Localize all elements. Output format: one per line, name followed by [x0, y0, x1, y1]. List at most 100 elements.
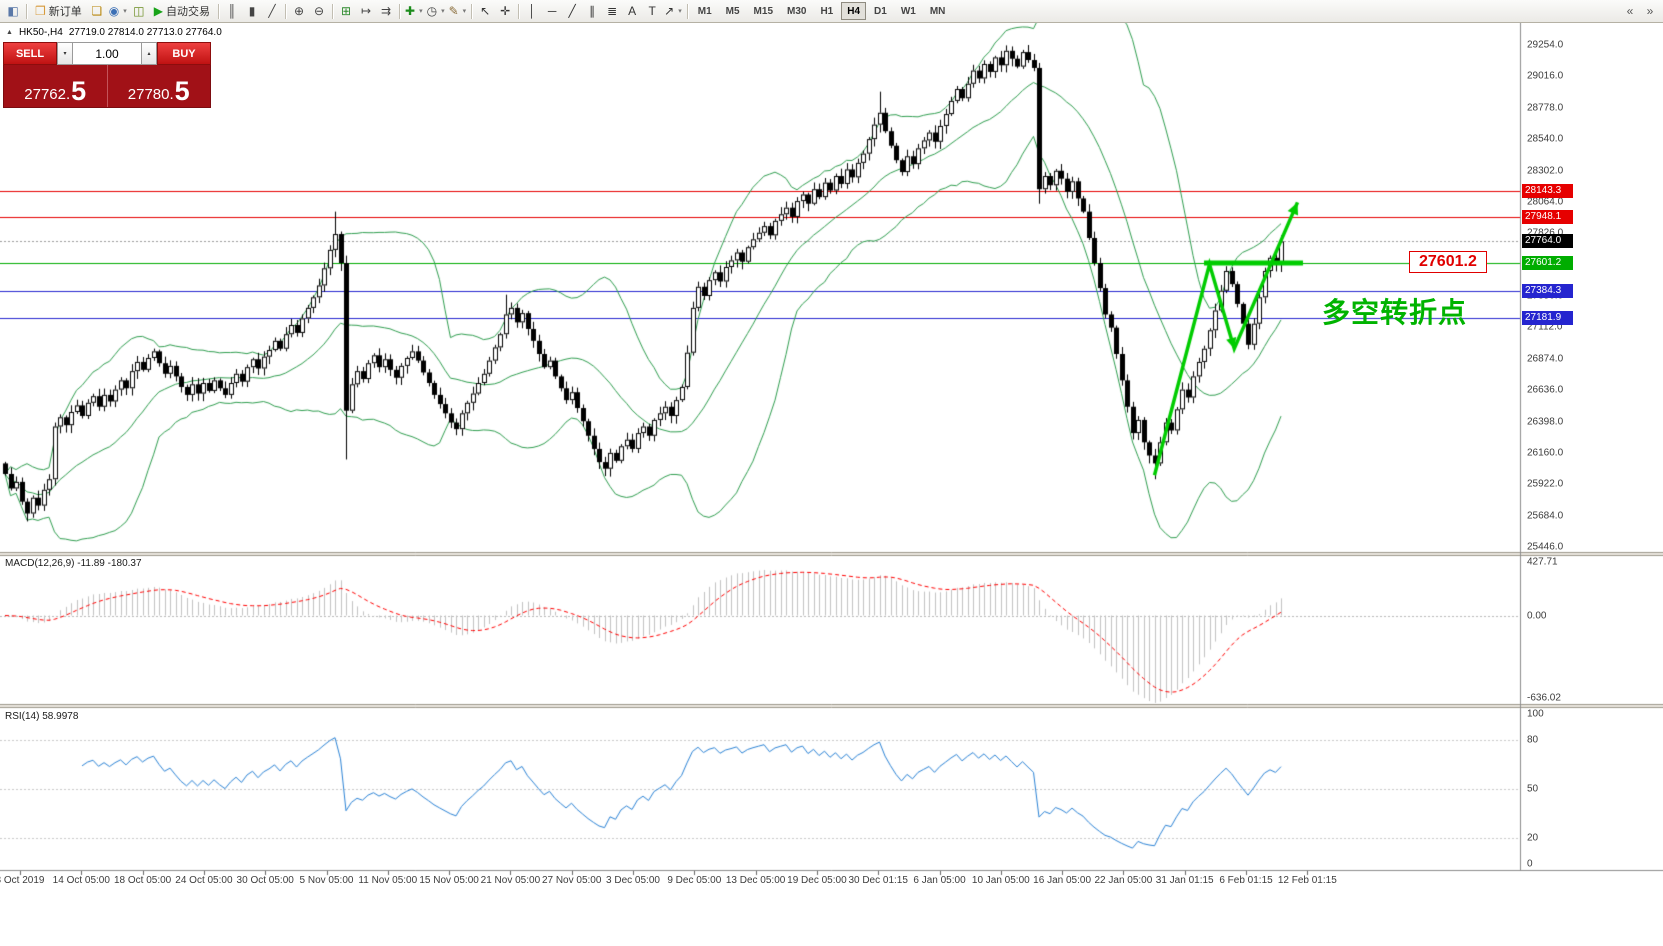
timeframe-h4-button[interactable]: H4 [841, 2, 867, 20]
main-toolbar: ◧ ❒ 新订单 ❏ ◉ ▾ ◫ ▶ 自动交易 ║ ▮ ╱ ⊕ ⊖ ⊞ ↦ ⇉ ✚ ▾ ◷ ▾ ✎ ▾ ↖ ✛ │ ─ ╱ ∥ ≣ A T ↗ ▾ M… [0, 0, 1663, 23]
time-axis-label: 15 Nov 05:00 [419, 875, 479, 886]
volume-input[interactable] [73, 42, 141, 65]
tile-windows-icon: ⊞ [340, 4, 352, 18]
horizontal-line-button[interactable]: ─ [542, 1, 562, 21]
cursor-button[interactable]: ↖ [475, 1, 495, 21]
price-line-badge: 28143.3 [1522, 184, 1573, 199]
toolbar-separator [399, 3, 400, 19]
bid-price-big-digit: 5 [71, 76, 87, 106]
timeframe-h1-button[interactable]: H1 [814, 2, 839, 20]
timeframe-d1-button[interactable]: D1 [868, 2, 893, 20]
new-order-icon: ❒ [35, 4, 46, 18]
ask-price[interactable]: 27780. 5 [108, 65, 211, 107]
profiles-button[interactable]: ◉ ▾ [107, 1, 129, 21]
time-axis-label: 18 Oct 05:00 [113, 875, 172, 886]
timeframe-m1-button[interactable]: M1 [692, 2, 718, 20]
price-level-text-label[interactable]: 27601.2 [1409, 251, 1487, 273]
zoom-out-icon: ⊖ [313, 4, 325, 18]
bid-ask-display: 27762. 5 27780. 5 [3, 65, 211, 108]
data-window-button[interactable]: ◫ [129, 1, 149, 21]
price-line-badge: 27181.9 [1522, 311, 1573, 326]
sell-button[interactable]: SELL [3, 42, 57, 65]
fibonacci-button[interactable]: ≣ [602, 1, 622, 21]
time-axis-label: 19 Dec 05:00 [787, 875, 847, 886]
chevron-left-icon: « [1626, 4, 1634, 18]
dropdown-arrow-icon: ▾ [441, 8, 445, 15]
timeframe-w1-button[interactable]: W1 [895, 2, 922, 20]
ask-price-int: 27780. [127, 86, 174, 103]
price-axis-label: 25446.0 [1527, 541, 1564, 553]
buy-button[interactable]: BUY [157, 42, 211, 65]
bid-price[interactable]: 27762. 5 [4, 65, 108, 107]
fibonacci-icon: ≣ [607, 4, 618, 18]
cursor-icon: ↖ [480, 4, 491, 18]
symbol-marker-icon: ▲ [6, 29, 13, 36]
chart-window-button[interactable]: ◧ [3, 1, 23, 21]
new-chart-button[interactable]: ❏ [87, 1, 107, 21]
time-axis-label: 11 Nov 05:00 [358, 875, 418, 886]
vertical-line-button[interactable]: │ [522, 1, 542, 21]
rsi-axis-label: 20 [1527, 832, 1539, 844]
templates-button[interactable]: ✎ ▾ [447, 1, 469, 21]
turning-point-annotation[interactable]: 多空转折点 [1322, 297, 1468, 328]
price-line-badge: 27948.1 [1522, 210, 1573, 225]
symbol-info: ▲ HK50-,H4 27719.0 27814.0 27713.0 27764… [6, 27, 222, 38]
macd-axis-label: -636.02 [1527, 692, 1561, 704]
tile-windows-button[interactable]: ⊞ [336, 1, 356, 21]
toolbar-scroll-left-button[interactable]: « [1620, 1, 1640, 21]
toolbar-separator [686, 3, 688, 19]
time-axis-label: 3 Dec 05:00 [606, 875, 660, 886]
text-label-icon: T [648, 4, 656, 18]
toolbar-scroll-right-button[interactable]: » [1640, 1, 1660, 21]
dropdown-arrow-icon: ▾ [678, 8, 682, 15]
auto-scroll-button[interactable]: ⇉ [376, 1, 396, 21]
rsi-axis-label: 0 [1527, 858, 1533, 870]
toolbar-separator [471, 3, 473, 19]
auto-trading-button[interactable]: ▶ 自动交易 [149, 1, 215, 21]
candlestick-icon: ▮ [248, 4, 256, 18]
channel-button[interactable]: ∥ [582, 1, 602, 21]
time-axis-label: 21 Nov 05:00 [480, 875, 541, 886]
time-axis-label: 16 Jan 05:00 [1033, 875, 1092, 886]
trendline-button[interactable]: ╱ [562, 1, 582, 21]
auto-trading-button-label: 自动交易 [166, 6, 210, 18]
time-axis-label: 30 Dec 01:15 [848, 875, 908, 886]
price-axis-label: 28302.0 [1527, 165, 1564, 176]
dropdown-arrow-icon: ▾ [462, 8, 467, 15]
price-axis-label: 28778.0 [1527, 102, 1564, 114]
line-chart-button[interactable]: ╱ [262, 1, 282, 21]
volume-up-button[interactable]: ▴ [141, 42, 157, 65]
indicators-button[interactable]: ✚ ▾ [403, 1, 425, 21]
zoom-in-button[interactable]: ⊕ [289, 1, 309, 21]
timeframe-mn-button[interactable]: MN [924, 2, 952, 20]
zoom-out-button[interactable]: ⊖ [309, 1, 329, 21]
price-axis-label: 25922.0 [1527, 478, 1564, 490]
data-window-icon: ◫ [133, 4, 145, 18]
crosshair-button[interactable]: ✛ [495, 1, 515, 21]
new-order-button[interactable]: ❒ 新订单 [30, 1, 87, 21]
macd-axis-label: 0.00 [1527, 610, 1547, 621]
periods-clock-icon: ◷ [426, 4, 438, 18]
arrow-objects-button[interactable]: ↗ ▾ [662, 1, 684, 21]
price-axis-label: 27112.0 [1527, 321, 1563, 333]
chart-shift-button[interactable]: ↦ [356, 1, 376, 21]
timeframe-m30-button[interactable]: M30 [781, 2, 812, 20]
time-axis-label: 5 Nov 05:00 [299, 875, 354, 886]
trendline-icon: ╱ [568, 4, 576, 18]
auto-scroll-icon: ⇉ [380, 4, 392, 18]
ask-price-big-digit: 5 [174, 76, 190, 106]
text-label-button[interactable]: T [642, 1, 662, 21]
price-axis-label: 28540.0 [1527, 133, 1564, 145]
periods-button[interactable]: ◷ ▾ [425, 1, 447, 21]
time-axis-label: 13 Dec 05:00 [725, 875, 786, 886]
time-axis-label: 27 Nov 05:00 [541, 875, 602, 886]
candlestick-chart-button[interactable]: ▮ [242, 1, 262, 21]
timeframe-m15-button[interactable]: M15 [748, 2, 779, 20]
timeframe-m5-button[interactable]: M5 [720, 2, 746, 20]
text-button[interactable]: A [622, 1, 642, 21]
volume-down-button[interactable]: ▾ [57, 42, 73, 65]
profiles-icon: ◉ [108, 4, 120, 18]
bar-chart-button[interactable]: ║ [222, 1, 242, 21]
